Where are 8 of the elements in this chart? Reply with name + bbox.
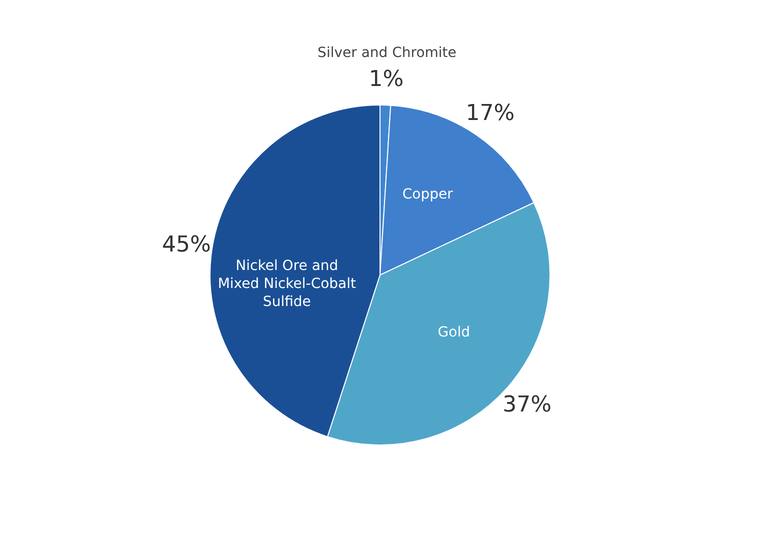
data-label: 1%: [368, 67, 404, 92]
slice-label: Silver and Chromite: [318, 45, 456, 62]
slice-label: Copper: [402, 186, 454, 203]
data-label: 37%: [502, 392, 552, 418]
data-label: 17%: [466, 100, 515, 126]
slice-label: Nickel Ore and Mixed Nickel-Cobalt Sulfide: [218, 258, 357, 310]
slice-label: Gold: [438, 324, 470, 340]
data-label: 45%: [162, 232, 211, 258]
